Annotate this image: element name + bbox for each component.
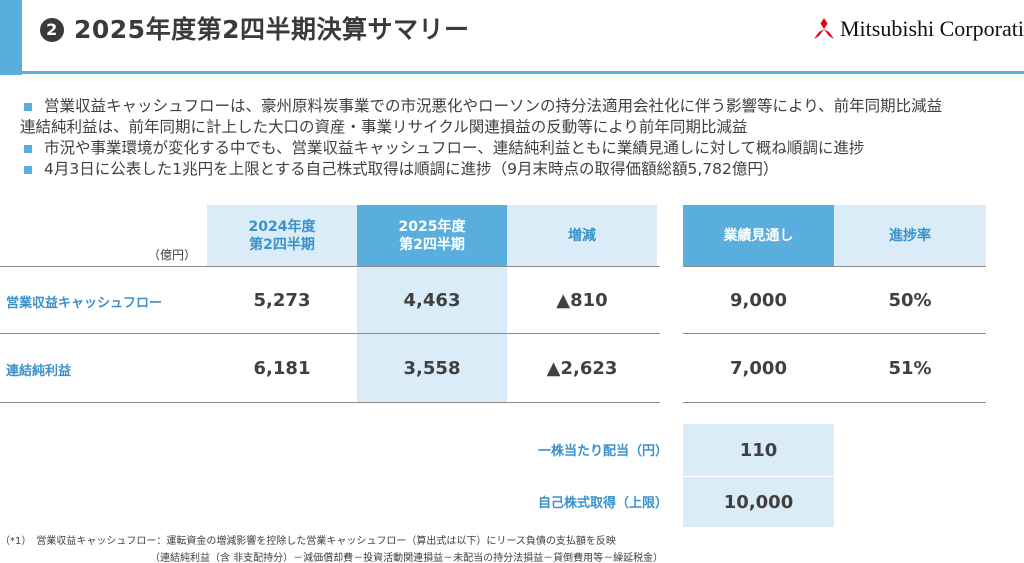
row-label-operating-cf: 営業収益キャッシュフロー [6,296,163,311]
bullet-item: 市況や事業環境が変化する中でも、営業収益キャッシュフロー、連結純利益ともに業績見… [20,138,1020,159]
table-rule [0,402,660,403]
header-fy2024-q2: 2024年度 第2四半期 [207,205,357,266]
share-buyback-value: 10,000 [683,477,834,527]
header-accent-bar [0,0,22,75]
bullet-marker [24,166,32,174]
table-cell: 5,273 [253,289,311,311]
bullet-item: 営業収益キャッシュフローは、豪州原料炭事業での市況悪化やローソンの持分法適用会社… [20,96,1020,138]
table-cell: 4,463 [403,289,461,311]
dividend-per-share-value: 110 [683,424,834,476]
summary-bullets: 営業収益キャッシュフローは、豪州原料炭事業での市況悪化やローソンの持分法適用会社… [20,96,1020,180]
row-label-net-income: 連結純利益 [6,364,72,379]
header-progress: 進捗率 [834,205,986,266]
table-rule [683,266,986,267]
table-cell: 51% [888,357,932,379]
table-rule [683,402,986,403]
bullet-text: 市況や事業環境が変化する中でも、営業収益キャッシュフロー、連結純利益ともに業績見… [44,139,865,157]
bullet-item: 4月3日に公表した1兆円を上限とする自己株式取得は順調に進捗（9月末時点の取得価… [20,159,1020,180]
share-buyback-label: 自己株式取得（上限） [537,496,668,511]
header-forecast: 業績見通し [683,205,834,266]
header-fy2025-q2: 2025年度 第2四半期 [357,205,507,266]
table-cell: 50% [888,289,932,311]
company-name: Mitsubishi Corporati [840,16,1024,41]
bullet-marker [24,103,32,111]
three-diamonds-icon [814,18,834,39]
table-rule [683,333,986,334]
table-cell: 7,000 [730,357,787,379]
table-rule [0,266,660,267]
header-change: 増減 [507,205,657,266]
bullet-text: 営業収益キャッシュフローは、豪州原料炭事業での市況悪化やローソンの持分法適用会社… [44,97,943,115]
bullet-marker [24,145,32,153]
header-divider [22,71,1024,74]
footnote-line-2: （連結純利益（含 非支配持分）－減価償却費－投資活動関連損益－未配当の持分法損益… [150,553,664,563]
unit-label: （億円） [148,248,197,262]
table-cell: ▲810 [556,289,608,311]
table-cell: ▲2,623 [546,357,618,379]
section-number-badge: 2 [40,18,64,42]
page-title: 2 2025年度第2四半期決算サマリー [40,10,469,46]
table-rule [0,333,660,334]
current-year-column-shade [357,266,507,402]
footnote-line-1: （*1） 営業収益キャッシュフロー：運転資金の増減影響を控除した営業キャッシュフ… [0,536,616,547]
bullet-text-continued: 連結純利益は、前年同期に計上した大口の資産・事業リサイクル関連損益の反動等により… [20,118,748,136]
company-logo: Mitsubishi Corporati [812,14,1024,44]
dividend-per-share-label: 一株当たり配当（円） [537,444,668,459]
table-cell: 3,558 [403,357,461,379]
bullet-text: 4月3日に公表した1兆円を上限とする自己株式取得は順調に進捗（9月末時点の取得価… [44,160,779,178]
table-cell: 6,181 [253,357,311,379]
page-title-text: 2025年度第2四半期決算サマリー [74,15,470,44]
table-cell: 9,000 [730,289,787,311]
